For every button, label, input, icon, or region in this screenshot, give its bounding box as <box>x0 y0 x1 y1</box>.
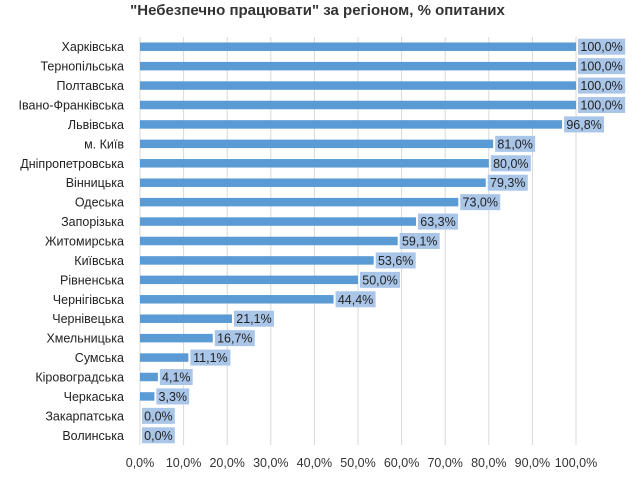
category-label: Сумська <box>75 351 124 365</box>
data-label-box <box>399 233 440 249</box>
x-tick-label: 70,0% <box>427 456 462 470</box>
bar <box>140 61 576 71</box>
bars <box>140 42 576 401</box>
data-label: 100,0% <box>580 99 622 113</box>
data-label: 80,0% <box>493 157 528 171</box>
data-label-box <box>214 330 255 347</box>
bar <box>140 197 459 207</box>
category-label: Чернігівська <box>53 293 124 307</box>
category-label: Черкаська <box>64 390 124 404</box>
data-label-box <box>335 291 376 308</box>
category-label: Закарпатська <box>45 409 124 423</box>
data-label: 50,0% <box>362 273 397 287</box>
data-label-box <box>578 38 626 55</box>
bar <box>140 333 213 343</box>
data-label-box <box>578 58 626 75</box>
bar <box>140 256 374 265</box>
data-label-box <box>495 135 536 152</box>
data-label-box <box>460 194 501 211</box>
bar <box>140 159 489 168</box>
category-label: Дніпропетровська <box>20 157 124 171</box>
data-label: 73,0% <box>463 196 498 210</box>
data-label-box <box>375 252 416 269</box>
x-tick-label: 20,0% <box>209 456 244 470</box>
data-label-box <box>360 271 400 288</box>
data-label: 11,1% <box>193 351 228 365</box>
category-label: Чернівецька <box>52 312 124 326</box>
bar <box>140 314 232 323</box>
category-label: Івано-Франківська <box>19 99 125 113</box>
data-label-box <box>578 97 626 113</box>
data-label: 3,3% <box>159 390 188 404</box>
category-label: Хмельницька <box>46 332 124 346</box>
data-labels: 100,0% 100,0% 100,0% 100,0% 96,8% 81,0% 80,0% 7… <box>142 38 626 444</box>
data-label: 79,3% <box>490 176 525 190</box>
category-label: Запорізька <box>61 215 124 229</box>
bar <box>140 81 576 90</box>
data-label-box <box>233 310 274 327</box>
data-label: 96,8% <box>566 118 601 132</box>
data-label-box <box>487 174 528 191</box>
data-label: 4,1% <box>162 371 191 385</box>
x-tick-label: 100,0% <box>555 456 597 470</box>
category-label: Полтавська <box>57 79 124 93</box>
bar <box>140 236 398 246</box>
bar <box>140 217 416 226</box>
data-label: 0,0% <box>144 429 173 443</box>
x-tick-label: 40,0% <box>297 456 332 470</box>
bar <box>140 392 155 401</box>
data-label: 100,0% <box>580 79 622 93</box>
data-label-box <box>142 407 175 424</box>
data-label: 16,7% <box>217 332 252 346</box>
data-label-box <box>190 349 231 366</box>
data-label: 53,6% <box>378 254 413 268</box>
data-label: 44,4% <box>338 293 373 307</box>
category-labels: Харківська Тернопільська Полтавська Івано-Ф… <box>19 40 125 443</box>
x-tick-label: 0,0% <box>126 456 155 470</box>
data-label-box <box>156 388 190 405</box>
bar <box>140 353 189 362</box>
x-tick-label: 50,0% <box>340 456 375 470</box>
bar <box>140 275 358 285</box>
chart-title: "Небезпечно працювати" за регіоном, % оп… <box>130 2 505 19</box>
data-label-box <box>490 155 531 172</box>
category-label: Львівська <box>68 118 124 132</box>
bar <box>140 372 158 382</box>
data-label-box <box>159 369 193 385</box>
category-label: Волинська <box>62 429 124 443</box>
x-tick-label: 10,0% <box>166 456 201 470</box>
x-tick-label: 60,0% <box>384 456 419 470</box>
data-label: 21,1% <box>236 312 271 326</box>
category-label: Вінницька <box>66 176 124 190</box>
data-label: 63,3% <box>420 215 455 229</box>
bar <box>140 295 334 304</box>
category-label: Київська <box>74 254 124 268</box>
category-label: Кіровоградська <box>35 371 124 385</box>
bar <box>140 139 494 149</box>
bar <box>140 42 576 51</box>
category-label: Тернопільська <box>40 60 124 74</box>
data-label: 100,0% <box>580 60 622 74</box>
data-label: 59,1% <box>402 235 437 249</box>
category-label: м. Київ <box>84 137 124 151</box>
x-tick-label: 90,0% <box>515 456 550 470</box>
bar <box>140 120 563 129</box>
data-label: 0,0% <box>144 409 173 423</box>
data-label: 100,0% <box>580 40 622 54</box>
data-label: 81,0% <box>497 137 532 151</box>
category-label: Житомирська <box>45 235 124 249</box>
data-label-box <box>417 213 458 230</box>
category-label: Рівненська <box>60 273 124 287</box>
data-label-box <box>564 116 605 133</box>
bar <box>140 100 576 110</box>
data-label-box <box>578 77 626 94</box>
x-tick-label: 80,0% <box>471 456 506 470</box>
x-axis-ticks: 0,0% 10,0% 20,0% 30,0% 40,0% 50,0% 60,0% 70,0% 8… <box>126 456 597 470</box>
category-label: Харківська <box>62 40 124 54</box>
category-label: Одеська <box>75 196 124 210</box>
data-label-box <box>142 427 175 444</box>
bar <box>140 178 486 187</box>
x-tick-label: 30,0% <box>253 456 288 470</box>
